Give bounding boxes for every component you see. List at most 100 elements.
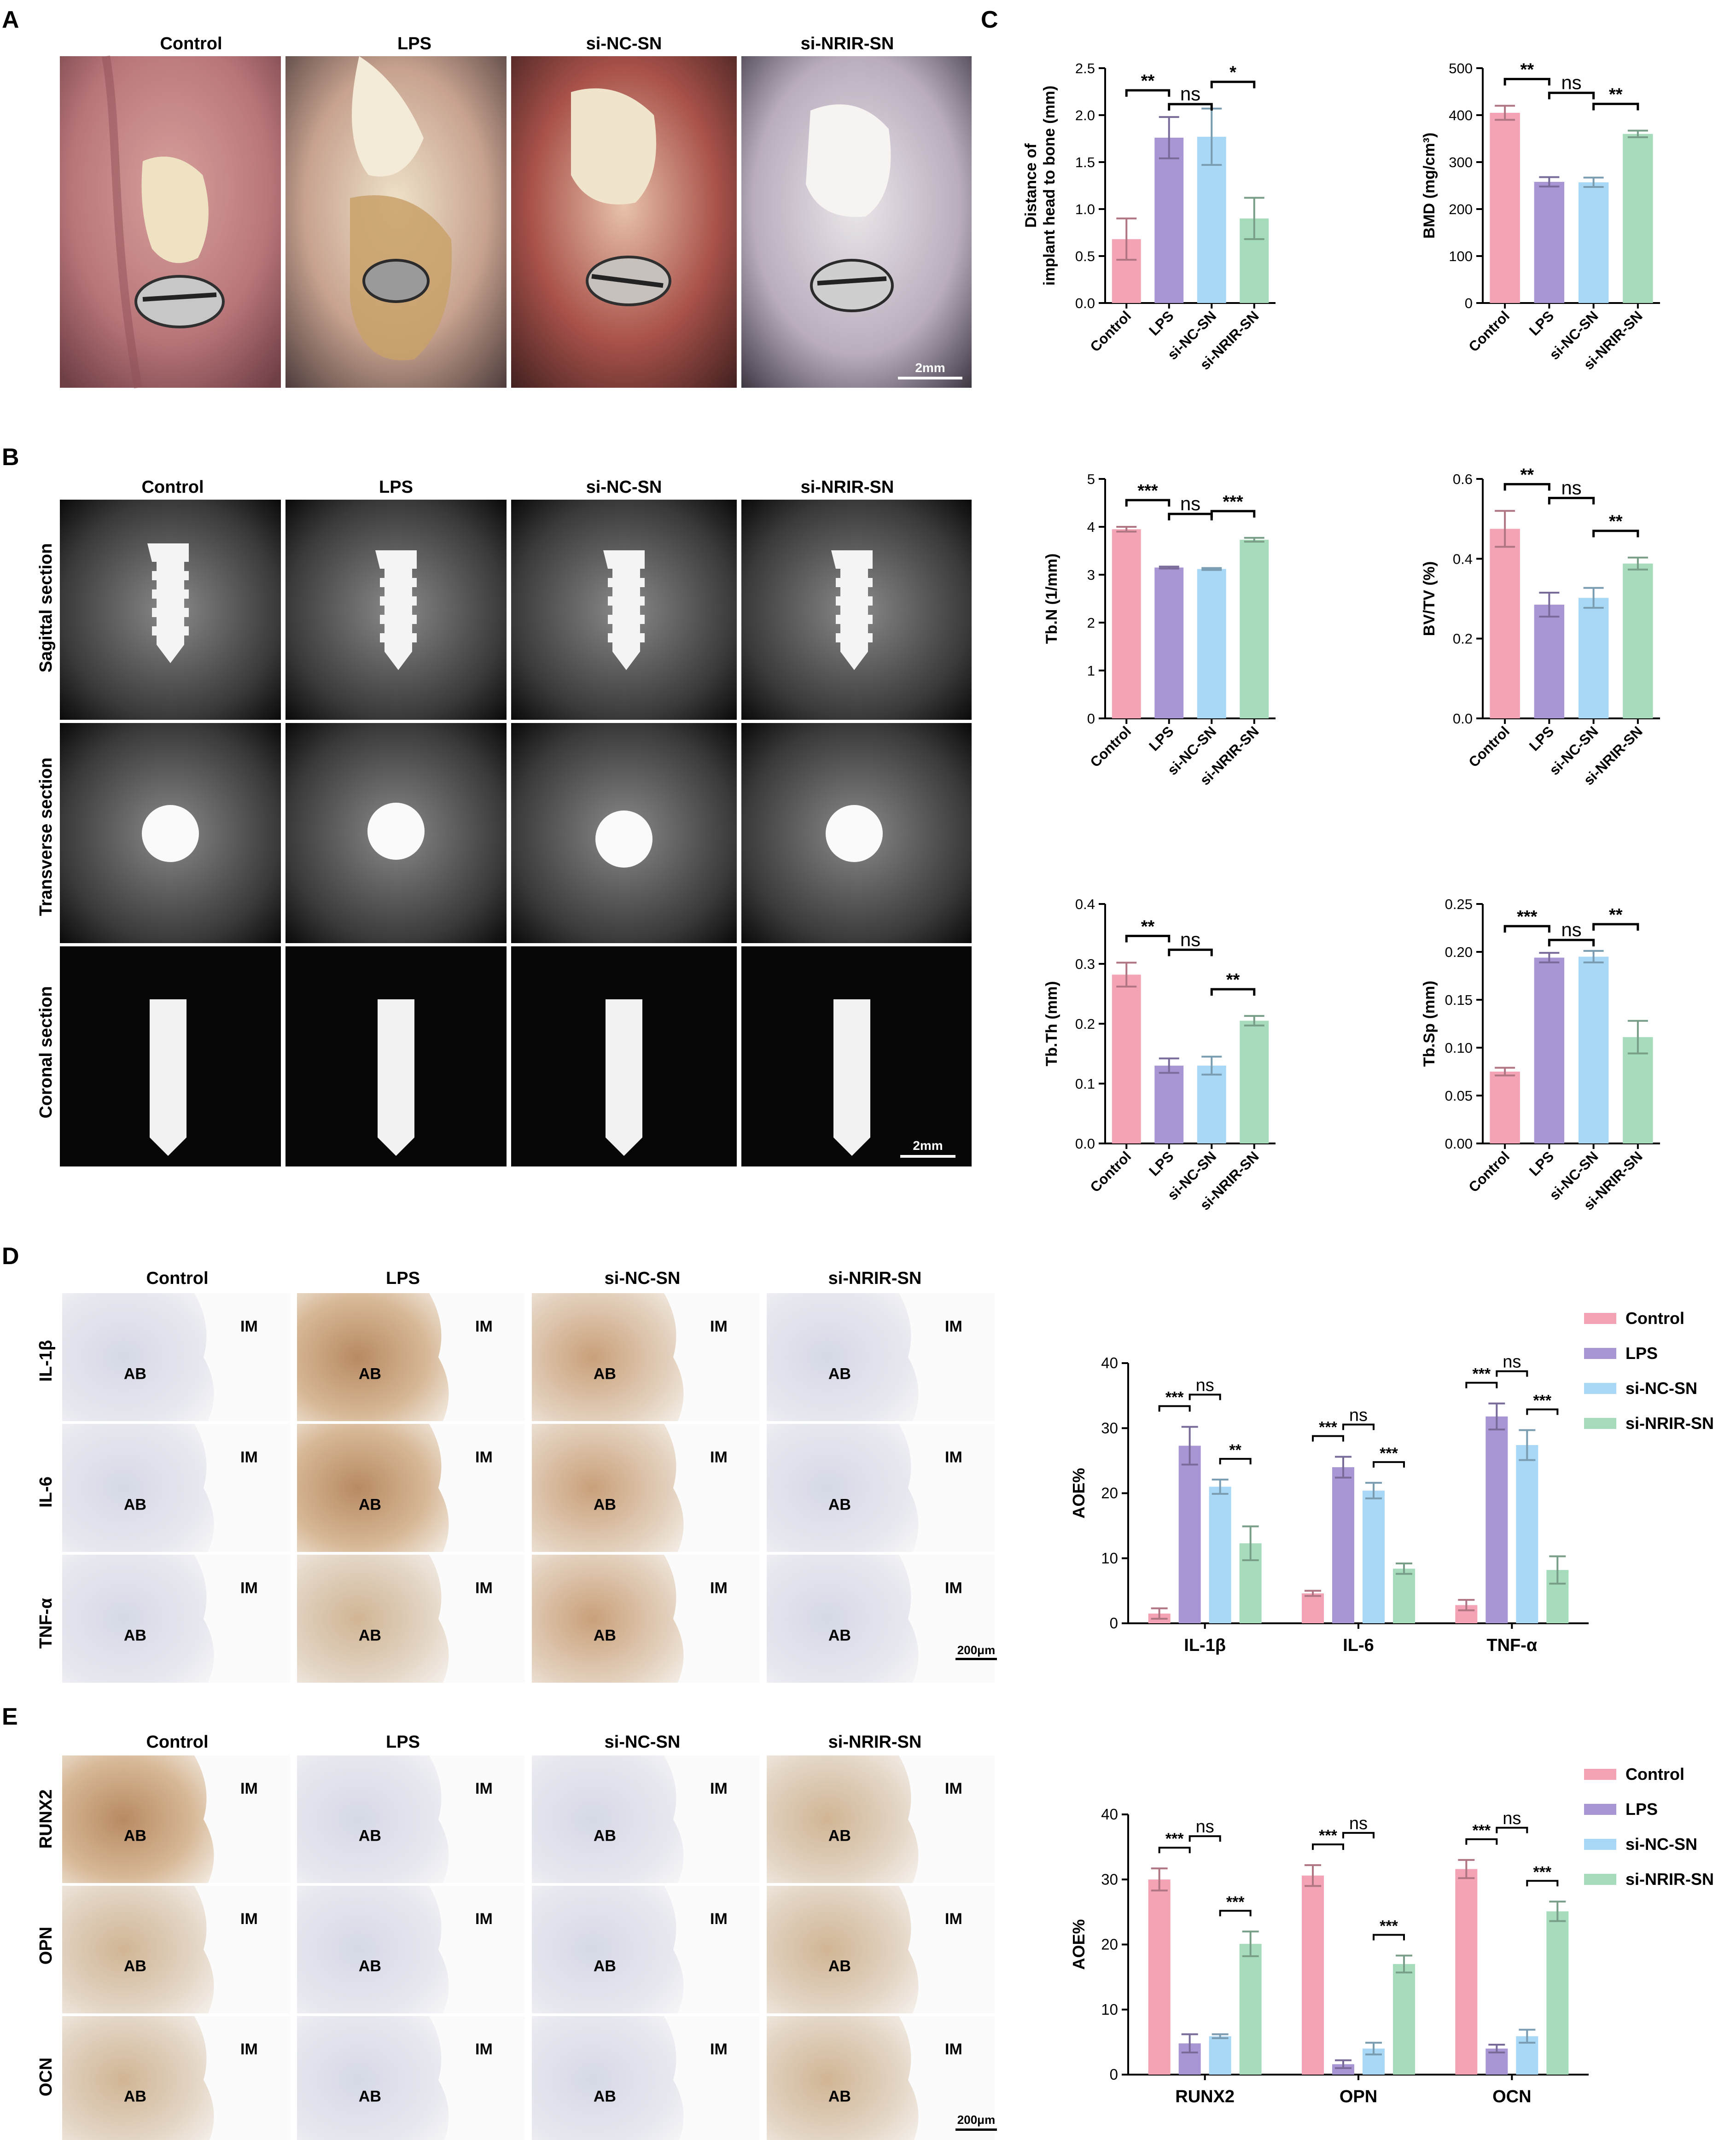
bone-tissue-region (62, 1555, 214, 1683)
bar-control-runx2 (1148, 1879, 1171, 2075)
photo-si-nc-sn (511, 56, 737, 388)
bone-tissue-region (297, 1293, 449, 1421)
significance-label: ns (1180, 928, 1200, 950)
panel-d-col-control: Control (146, 1269, 208, 1288)
tissue-label-ab: AB (594, 1496, 616, 1513)
bar-lps (1154, 567, 1184, 718)
panel-d-images: Control LPS si-NC-SN si-NRIR-SN IL-1β IL… (36, 1269, 997, 1683)
bar-si-nrir-sn-il-6 (1393, 1569, 1415, 1623)
significance-label: ** (1520, 60, 1534, 80)
y-tick-label: 0.6 (1453, 471, 1473, 487)
significance-label: *** (1472, 1365, 1491, 1383)
panel-e-row-ocn: OCN (36, 2058, 56, 2096)
tissue-label-im: IM (945, 1448, 962, 1466)
tissue-label-im: IM (475, 1910, 493, 1928)
y-tick-label: 0 (1465, 295, 1473, 311)
significance-label: *** (1380, 1918, 1398, 1935)
histology-tile: IM AB (767, 1886, 995, 2013)
panel-e-col-lps: LPS (386, 1732, 420, 1752)
histology-tile: IM AB (767, 2016, 995, 2140)
panel-b-row-coronal: Coronal section (36, 986, 56, 1118)
panel-d-row-il6: IL-6 (36, 1476, 56, 1508)
bone-tissue-region (297, 1886, 449, 2013)
x-tick-label: TNF-α (1486, 1636, 1537, 1655)
y-tick-label: 0.4 (1075, 896, 1095, 912)
x-tick-label: OCN (1492, 2087, 1531, 2106)
y-tick-label: 1.0 (1075, 201, 1095, 217)
photo-control (60, 55, 281, 389)
bone-tissue-region (62, 2016, 214, 2140)
legend-label-lps: LPS (1625, 1344, 1658, 1363)
bone-tissue-region (62, 1755, 214, 1883)
significance-bracket (1158, 1405, 1191, 1412)
significance-label: ns (1503, 1353, 1521, 1372)
significance-bracket (1168, 103, 1213, 111)
legend-swatch-si-nrir-sn (1584, 1418, 1616, 1429)
bar-control-il-6 (1302, 1593, 1324, 1623)
histology-tile: IM AB (532, 1886, 760, 2013)
y-tick-label: 0.20 (1445, 944, 1473, 960)
panel-letter-d: D (2, 1243, 19, 1270)
panel-e-scale-label: 200μm (957, 2113, 995, 2127)
tissue-label-im: IM (240, 1448, 258, 1466)
chart-e: 0 10 20 30 40 AOE% RUNX2 OPN OCN *** ns *** *** ns ***… (1069, 1765, 1714, 2106)
bar-si-nc-sn (1578, 598, 1609, 718)
panel-a-scale-bar (898, 377, 962, 379)
significance-label: ** (1609, 85, 1623, 105)
bar-control (1112, 974, 1141, 1143)
y-tick-label: 1.5 (1075, 154, 1095, 170)
bar-lps-il-1 (1178, 1446, 1201, 1623)
y-tick-label: 100 (1449, 248, 1473, 264)
significance-bracket (1373, 1461, 1405, 1468)
histology-tile: IM AB (297, 1755, 525, 1883)
panel-a-col-si-nc-sn: si-NC-SN (586, 34, 662, 53)
significance-bracket (1548, 939, 1595, 947)
photo-lps (285, 56, 507, 388)
tissue-label-ab: AB (359, 1827, 381, 1845)
ct-sagittal-row (60, 500, 972, 720)
legend-swatch-si-nrir-sn (1584, 1874, 1616, 1885)
bar-si-nrir-sn-runx2 (1239, 1944, 1262, 2075)
legend-label-si-nrir-sn: si-NRIR-SN (1625, 1414, 1714, 1433)
legend-label-control: Control (1625, 1765, 1684, 1784)
panel-a-col-lps: LPS (397, 34, 431, 53)
bar-si-nc-sn (1578, 182, 1609, 303)
y-tick-label: 0.15 (1445, 992, 1473, 1008)
significance-bracket (1342, 1423, 1375, 1430)
tissue-label-ab: AB (594, 2088, 616, 2105)
legend-label-si-nc-sn: si-NC-SN (1625, 1379, 1697, 1398)
x-tick-label: OPN (1340, 2087, 1377, 2106)
histology-tile: IM AB (62, 2016, 290, 2140)
tissue-label-im: IM (945, 2041, 962, 2058)
significance-label: *** (1472, 1822, 1491, 1839)
significance-bracket (1503, 483, 1550, 491)
tissue-label-im: IM (945, 1910, 962, 1928)
x-tick-label: LPS (1146, 308, 1177, 338)
significance-bracket (1125, 934, 1171, 943)
tissue-label-im: IM (710, 1780, 728, 1797)
panel-b-scale-bar (900, 1155, 955, 1158)
y-tick-label: 4 (1087, 519, 1095, 535)
panel-letter-a: A (2, 6, 19, 33)
bar-lps-il-6 (1332, 1467, 1354, 1623)
y-tick-label: 10 (1101, 1550, 1118, 1567)
y-tick-label: 0.10 (1445, 1040, 1473, 1056)
y-tick-label: 30 (1101, 1871, 1118, 1888)
bone-tissue-region (767, 2016, 919, 2140)
legend-swatch-si-nc-sn (1584, 1383, 1616, 1394)
panel-d-row-tnfa: TNF-α (36, 1598, 56, 1649)
bone-tissue-region (62, 1886, 214, 2013)
bone-tissue-region (767, 1886, 919, 2013)
bone-tissue-region (297, 1555, 449, 1683)
y-tick-label: 0.5 (1075, 248, 1095, 264)
significance-label: *** (1533, 1392, 1551, 1409)
y-tick-label: 0.1 (1075, 1076, 1095, 1092)
significance-bracket (1125, 89, 1171, 97)
panel-letter-b: B (2, 444, 19, 471)
legend-swatch-si-nc-sn (1584, 1839, 1616, 1850)
y-tick-label: 0 (1110, 2066, 1118, 2083)
tissue-label-ab: AB (124, 1827, 146, 1845)
histology-tile: IM AB (767, 1293, 995, 1421)
bar-si-nc-sn (1197, 569, 1226, 718)
